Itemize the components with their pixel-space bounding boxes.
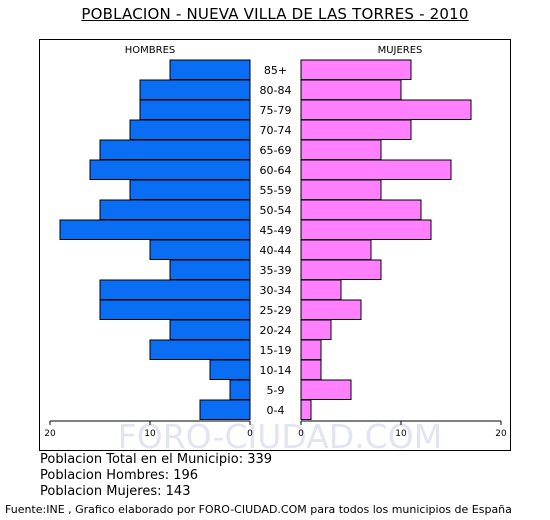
legend-label-mujeres: MUJERES — [378, 45, 423, 56]
age-group-label-60-64: 60-64 — [260, 164, 292, 177]
bar-hombres-40-44 — [149, 239, 251, 260]
bar-mujeres-10-14 — [300, 359, 322, 380]
age-group-label-80-84: 80-84 — [260, 84, 292, 97]
total-population-text: Poblacion Total en el Municipio: 339 — [40, 452, 273, 467]
bar-mujeres-45-49 — [300, 219, 432, 240]
bar-hombres-15-19 — [149, 339, 251, 360]
tick-label-left-10: 10 — [144, 429, 156, 439]
watermark-text: FORO-CIUDAD.COM — [118, 417, 442, 450]
age-group-label-15-19: 15-19 — [260, 344, 292, 357]
age-group-label-70-74: 70-74 — [260, 124, 292, 137]
bar-hombres-55-59 — [129, 179, 251, 200]
bar-mujeres-80-84 — [300, 79, 402, 100]
age-group-label-75-79: 75-79 — [260, 104, 292, 117]
bar-mujeres-65-69 — [300, 139, 382, 160]
age-group-label-65-69: 65-69 — [260, 144, 292, 157]
bar-hombres-5-9 — [229, 379, 251, 400]
bar-mujeres-15-19 — [300, 339, 322, 360]
age-group-label-5-9: 5-9 — [267, 384, 285, 397]
tick-label-left-0: 0 — [247, 429, 253, 439]
bar-hombres-80-84 — [139, 79, 251, 100]
age-group-label-45-49: 45-49 — [260, 224, 292, 237]
age-group-label-35-39: 35-39 — [260, 264, 292, 277]
female-population-text: Poblacion Mujeres: 143 — [40, 484, 191, 499]
bar-hombres-85 — [169, 59, 251, 80]
tick-label-right-10: 10 — [395, 429, 407, 439]
bar-mujeres-20-24 — [300, 319, 332, 340]
bar-hombres-45-49 — [59, 219, 251, 240]
bar-mujeres-70-74 — [300, 119, 412, 140]
bar-hombres-20-24 — [169, 319, 251, 340]
tick-label-right-20: 20 — [495, 429, 507, 439]
legend-label-hombres: HOMBRES — [125, 45, 176, 56]
bar-hombres-50-54 — [99, 199, 251, 220]
tick-label-right-0: 0 — [298, 429, 304, 439]
age-group-label-10-14: 10-14 — [260, 364, 292, 377]
bar-mujeres-30-34 — [300, 279, 342, 300]
chart-frame: FORO-CIUDAD.COM HOMBRES MUJERES 85+ 80-84 75… — [39, 39, 511, 451]
bar-mujeres-75-79 — [300, 99, 472, 120]
source-note: Fuente:INE , Grafico elaborado por FORO-… — [5, 503, 512, 516]
bar-hombres-10-14 — [209, 359, 251, 380]
bar-hombres-75-79 — [139, 99, 251, 120]
age-group-label-40-44: 40-44 — [260, 244, 292, 257]
bar-hombres-30-34 — [99, 279, 251, 300]
bar-hombres-0-4 — [199, 399, 251, 420]
bar-hombres-25-29 — [99, 299, 251, 320]
male-population-text: Poblacion Hombres: 196 — [40, 468, 199, 483]
age-group-label-30-34: 30-34 — [260, 284, 292, 297]
age-group-label-25-29: 25-29 — [260, 304, 292, 317]
age-group-label-20-24: 20-24 — [260, 324, 292, 337]
bar-hombres-60-64 — [89, 159, 251, 180]
age-group-label-50-54: 50-54 — [260, 204, 292, 217]
bar-mujeres-85 — [300, 59, 412, 80]
bar-mujeres-40-44 — [300, 239, 372, 260]
bar-hombres-35-39 — [169, 259, 251, 280]
bar-mujeres-60-64 — [300, 159, 452, 180]
chart-title: POBLACION - NUEVA VILLA DE LAS TORRES - … — [81, 5, 469, 23]
bar-mujeres-55-59 — [300, 179, 382, 200]
tick-label-left-20: 20 — [44, 429, 56, 439]
bar-mujeres-25-29 — [300, 299, 362, 320]
bar-mujeres-0-4 — [300, 399, 312, 420]
age-group-label-55-59: 55-59 — [260, 184, 292, 197]
bar-mujeres-35-39 — [300, 259, 382, 280]
bar-hombres-65-69 — [99, 139, 251, 160]
age-group-label-85: 85+ — [264, 64, 287, 77]
bar-mujeres-50-54 — [300, 199, 422, 220]
age-group-label-0-4: 0-4 — [267, 404, 285, 417]
bar-hombres-70-74 — [129, 119, 251, 140]
population-pyramid-chart: FORO-CIUDAD.COM HOMBRES MUJERES 85+ 80-84 75… — [44, 45, 507, 450]
bar-mujeres-5-9 — [300, 379, 352, 400]
